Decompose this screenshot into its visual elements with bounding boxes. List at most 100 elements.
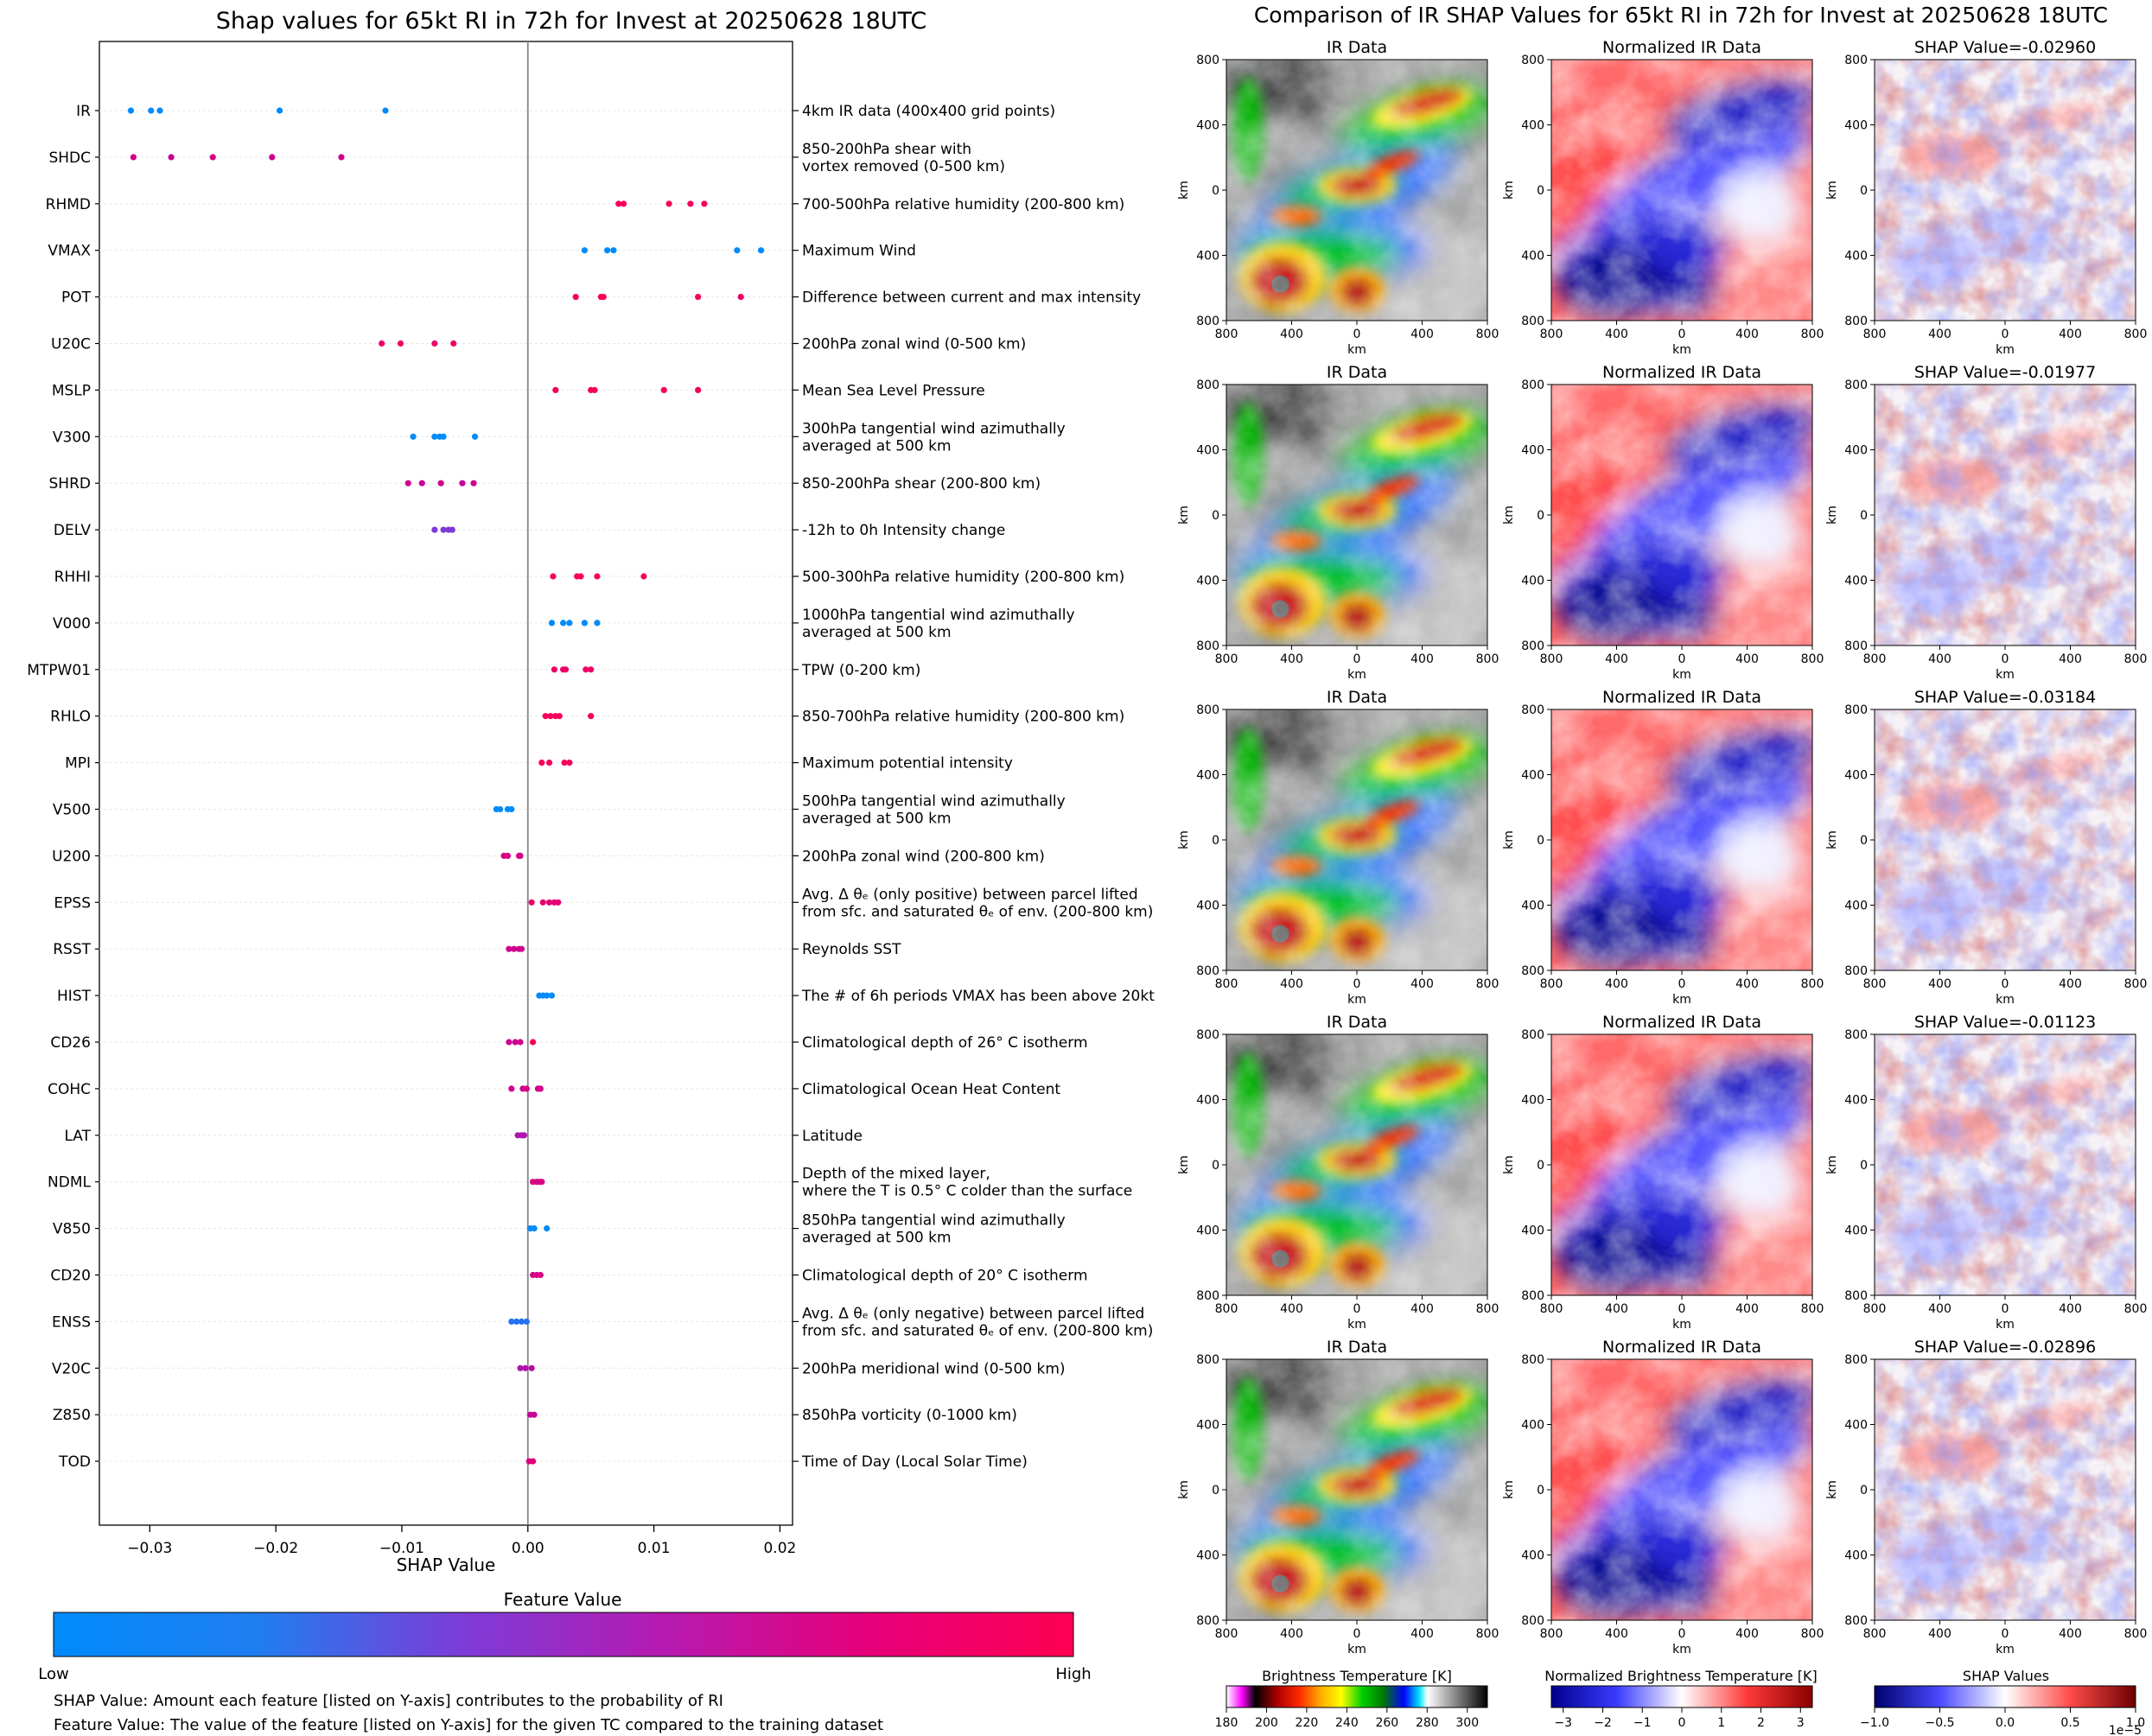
note-feature-value: Feature Value: The value of the feature … bbox=[54, 1716, 883, 1734]
shap-point bbox=[431, 340, 438, 347]
panel: Normalized IR Data8008004004000040040080… bbox=[1502, 38, 1824, 357]
feature-label: RSST bbox=[53, 941, 91, 958]
feature-description: TPW (0-200 km) bbox=[801, 662, 920, 679]
panel-y-tick-label: 800 bbox=[1196, 378, 1219, 392]
panel-image bbox=[1543, 1359, 1826, 1629]
colorbar-shap-values: SHAP Values −1.0 −0.5 0.0 0.5 1.0 1e−5 bbox=[1860, 1668, 2145, 1736]
panel-image bbox=[1543, 385, 1826, 654]
feature-label: SHRD bbox=[49, 475, 91, 493]
feature-description: from sfc. and saturated θₑ of env. (200-… bbox=[802, 903, 1153, 920]
feature-description: 850-700hPa relative humidity (200-800 km… bbox=[802, 709, 1124, 726]
summary-title: Shap values for 65kt RI in 72h for Inves… bbox=[216, 8, 927, 35]
panel-x-tick-label: 800 bbox=[1215, 327, 1238, 341]
shap-point bbox=[459, 480, 466, 486]
panel-y-tick-label: 800 bbox=[1196, 1028, 1219, 1042]
feature-label: RHMD bbox=[46, 196, 91, 213]
panel-y-tick-label: 400 bbox=[1196, 575, 1219, 588]
panel-x-tick-label: 800 bbox=[1801, 1302, 1824, 1316]
feature-row: CD26 Climatological depth of 26° C isothe… bbox=[50, 1034, 1087, 1052]
panel-x-tick-label: 0 bbox=[1353, 652, 1361, 666]
shap-point bbox=[168, 154, 175, 161]
panel-x-tick-label: 400 bbox=[1735, 1627, 1759, 1641]
colorbar-tick-label: 180 bbox=[1215, 1716, 1238, 1730]
panel-y-tick-label: 0 bbox=[1860, 1484, 1868, 1498]
panel-image bbox=[1218, 51, 1505, 329]
panel-title: SHAP Value=-0.01123 bbox=[1914, 1013, 2096, 1032]
feature-description: 1000hPa tangential wind azimuthally bbox=[802, 607, 1075, 624]
panel-y-tick-label: 0 bbox=[1860, 834, 1868, 848]
panel-x-tick-label: 800 bbox=[1215, 1627, 1238, 1641]
panel-title: IR Data bbox=[1327, 38, 1387, 57]
shap-point bbox=[660, 386, 667, 393]
panel-y-tick-label: 800 bbox=[1521, 378, 1544, 392]
feature-label: POT bbox=[61, 289, 92, 307]
panel-y-tick-label: 800 bbox=[1196, 964, 1219, 978]
summary-axes-frame bbox=[99, 41, 793, 1526]
shap-point bbox=[506, 1039, 513, 1046]
panel-y-label: km bbox=[1177, 1480, 1191, 1499]
shap-point bbox=[734, 247, 741, 254]
panel-y-tick-label: 800 bbox=[1844, 378, 1868, 392]
panel: Normalized IR Data8008004004000040040080… bbox=[1502, 688, 1826, 1007]
panel-y-tick-label: 800 bbox=[1521, 1028, 1544, 1042]
shap-point bbox=[450, 340, 457, 347]
shap-point bbox=[562, 666, 570, 673]
panel-y-tick-label: 400 bbox=[1844, 1549, 1868, 1563]
panel-image bbox=[1218, 1351, 1505, 1629]
panel-x-tick-label: 0 bbox=[1678, 1627, 1686, 1641]
panel-x-tick-label: 800 bbox=[1540, 652, 1563, 666]
panel-image bbox=[1218, 701, 1505, 979]
legend-low: Low bbox=[38, 1665, 68, 1683]
feature-description: vortex removed (0-500 km) bbox=[802, 158, 1005, 175]
panel-x-tick-label: 0 bbox=[2002, 977, 2009, 991]
feature-description: from sfc. and saturated θₑ of env. (200-… bbox=[802, 1322, 1153, 1339]
feature-label: U20C bbox=[51, 336, 91, 353]
feature-row: MSLP Mean Sea Level Pressure bbox=[52, 382, 985, 399]
feature-row: V000 1000hPa tangential wind azimuthallya… bbox=[53, 607, 1075, 641]
panel-y-tick-label: 800 bbox=[1521, 1614, 1544, 1628]
feature-label: MTPW01 bbox=[27, 662, 91, 679]
panel-y-label: km bbox=[1825, 181, 1839, 200]
feature-description: 850hPa tangential wind azimuthally bbox=[802, 1212, 1066, 1230]
panel-y-label: km bbox=[1177, 830, 1191, 849]
panel-y-tick-label: 0 bbox=[1537, 509, 1544, 523]
panel: SHAP Value=-0.01123800800400400004004008… bbox=[1825, 1013, 2147, 1332]
panel-y-tick-label: 0 bbox=[1537, 1484, 1544, 1498]
shap-point bbox=[440, 526, 447, 533]
panel-image bbox=[1543, 709, 1826, 979]
panel-x-tick-label: 800 bbox=[1540, 327, 1563, 341]
panel-x-tick-label: 800 bbox=[1801, 652, 1824, 666]
panel-y-label: km bbox=[1825, 506, 1839, 525]
panel-x-tick-label: 400 bbox=[1735, 327, 1759, 341]
panel-x-label: km bbox=[1347, 993, 1366, 1007]
colorbar-ir bbox=[1226, 1685, 1488, 1708]
feature-description: 300hPa tangential wind azimuthally bbox=[802, 420, 1066, 437]
colorbar-norm bbox=[1550, 1685, 1813, 1708]
panel-x-label: km bbox=[1996, 1643, 2015, 1657]
shap-point bbox=[544, 1225, 551, 1232]
shap-point bbox=[497, 805, 504, 813]
panel-x-tick-label: 400 bbox=[1605, 977, 1628, 991]
panel-x-label: km bbox=[1996, 993, 2015, 1007]
colorbar-tick-label: −1.0 bbox=[1860, 1716, 1889, 1730]
feature-label: RHLO bbox=[50, 709, 91, 726]
feature-row: U200 200hPa zonal wind (200-800 km) bbox=[52, 848, 1045, 865]
x-tick-label: −0.01 bbox=[379, 1540, 424, 1557]
shap-point bbox=[577, 573, 584, 580]
shap-point bbox=[560, 620, 567, 626]
feature-row: V20C 200hPa meridional wind (0-500 km) bbox=[52, 1360, 1066, 1377]
panel-y-tick-label: 400 bbox=[1521, 575, 1544, 588]
panel-y-tick-label: 400 bbox=[1844, 769, 1868, 783]
panel-y-tick-label: 800 bbox=[1521, 639, 1544, 653]
panel-y-tick-label: 800 bbox=[1844, 1353, 1868, 1367]
shap-point bbox=[588, 666, 595, 673]
shap-point bbox=[583, 666, 589, 673]
panel-y-tick-label: 0 bbox=[1212, 834, 1219, 848]
panel-x-tick-label: 400 bbox=[1605, 1302, 1628, 1316]
shap-point bbox=[610, 247, 617, 254]
shap-point bbox=[757, 247, 765, 254]
feature-row: V500 500hPa tangential wind azimuthallyav… bbox=[53, 793, 1066, 828]
panel-y-tick-label: 400 bbox=[1196, 1094, 1219, 1108]
